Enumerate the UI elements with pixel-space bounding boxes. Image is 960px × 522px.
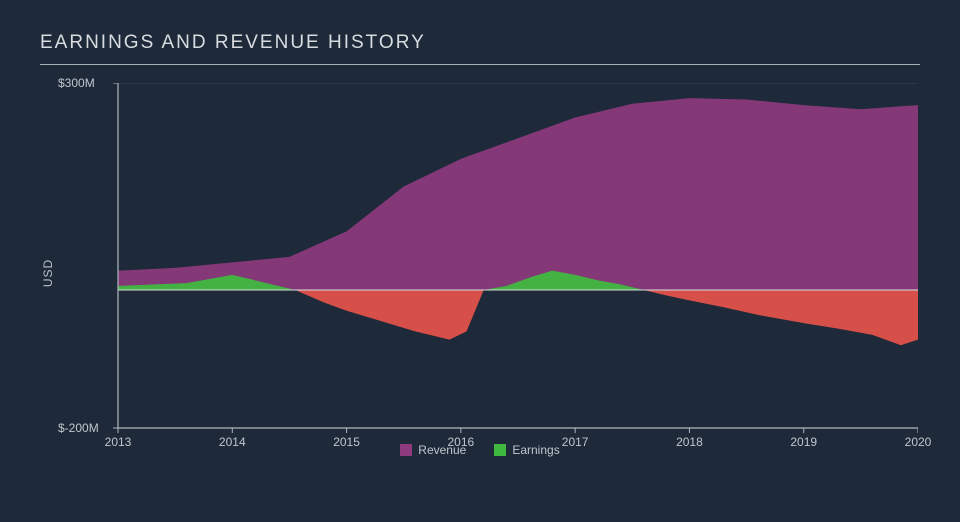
legend-swatch (400, 444, 412, 456)
legend-label: Revenue (418, 443, 466, 457)
legend-item: Revenue (400, 443, 466, 457)
y-tick-label: $300M (58, 76, 95, 90)
chart-title: EARNINGS AND REVENUE HISTORY (40, 32, 920, 65)
legend-label: Earnings (512, 443, 559, 457)
area-chart-svg (112, 83, 918, 434)
legend: Revenue Earnings (40, 443, 920, 457)
chart-area: USD $300M$-200M 201320142015201620172018… (40, 83, 920, 463)
plot-region (118, 83, 918, 428)
legend-item: Earnings (494, 443, 559, 457)
y-tick-label: $-200M (58, 421, 99, 435)
y-axis-label: USD (41, 259, 55, 287)
legend-swatch (494, 444, 506, 456)
